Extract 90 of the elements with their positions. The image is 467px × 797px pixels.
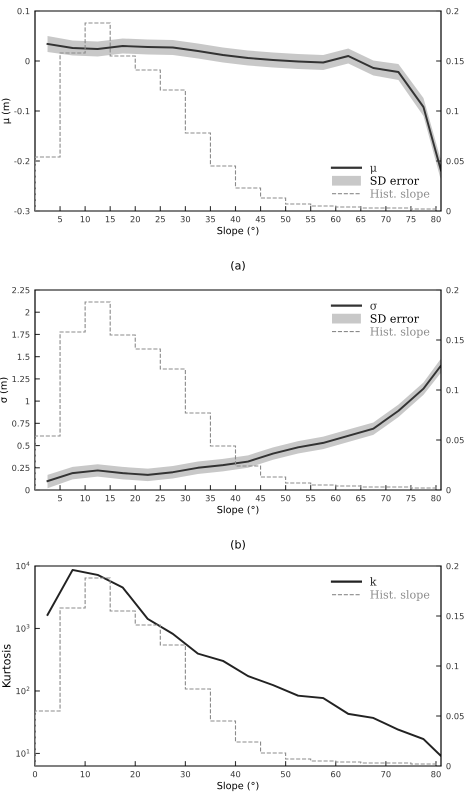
x-tick-label: 10 [80, 495, 90, 502]
y-tick-label: 1.75 [12, 332, 30, 338]
x-tick-label: 10 [80, 216, 90, 222]
y2-tick-label: 0 [446, 208, 451, 214]
x-axis-title: Slope (°) [217, 782, 258, 792]
x-tick-label: 30 [180, 495, 190, 502]
y2-tick-label: 0.2 [446, 8, 458, 14]
x-tick-label: 5 [58, 495, 62, 502]
x-tick-label: 60 [331, 216, 340, 222]
text: (a) [231, 261, 245, 271]
x-tick-label: 70 [381, 771, 391, 778]
y2-tick-label: 0.2 [446, 286, 458, 294]
y2-tick-label: 0.15 [446, 336, 464, 344]
y2-tick-label: 0.2 [446, 562, 458, 570]
y-tick-label: 0 [25, 58, 30, 64]
x-tick-label: 10 [80, 771, 90, 778]
y2-tick-label: 0 [446, 762, 451, 770]
legend-label: Hist. slope [370, 590, 430, 601]
x-tick-label: 80 [431, 216, 441, 222]
y-tick-label: 0.5 [17, 442, 30, 449]
y2-tick-label: 0.1 [446, 108, 458, 114]
x-tick-label: 75 [406, 495, 416, 502]
y-tick-label: -0.2 [14, 158, 30, 164]
text: σ [370, 304, 378, 310]
y-tick-label: 1 [26, 398, 30, 404]
x-tick-label: 20 [130, 771, 140, 778]
x-tick-label: 70 [381, 216, 391, 222]
x-tick-label: 50 [280, 495, 290, 502]
x-tick-label: 60 [331, 771, 340, 778]
y-tick-label: 10$^{4}$ [16, 562, 30, 570]
x-axis-title: Slope (°) [217, 506, 258, 516]
x-tick-label: 35 [206, 216, 216, 222]
x-tick-label: 50 [280, 771, 290, 778]
x-tick-label: 75 [406, 216, 416, 222]
legend-label: Hist. slope [370, 189, 430, 200]
x-tick-label: 5 [58, 216, 62, 222]
x-tick-label: 30 [180, 216, 190, 222]
x-tick-label: 40 [230, 216, 240, 222]
legend-label: Hist. slope [370, 327, 430, 338]
y2-tick-label: 0.05 [446, 158, 464, 164]
y-tick-label: 10$^{2}$ [16, 686, 30, 694]
x-tick-label: 15 [106, 216, 115, 222]
x-tick-label: 80 [431, 495, 441, 502]
x-tick-label: 80 [431, 771, 441, 778]
x-axis-title: Slope (°) [217, 226, 258, 236]
x-tick-label: 65 [356, 216, 366, 222]
x-tick-label: 40 [230, 771, 240, 778]
y-tick-label: 10$^{3}$ [16, 624, 30, 632]
y-tick-label: 1.25 [12, 376, 30, 382]
x-tick-label: 20 [130, 216, 140, 222]
x-tick-label: 0 [32, 771, 38, 778]
x-tick-label: 45 [256, 216, 266, 222]
x-tick-label: 70 [381, 495, 391, 502]
x-tick-label: 60 [331, 495, 340, 502]
x-tick-label: 45 [256, 495, 266, 502]
x-tick-label: 65 [356, 495, 366, 502]
y-tick-label: 1.5 [18, 354, 30, 360]
y2-tick-label: 0.15 [446, 58, 464, 64]
y-axis-title: μ (m) [2, 98, 12, 124]
legend-label: k [370, 577, 377, 586]
text: (b) [231, 540, 245, 550]
y-tick-label: 0.1 [17, 8, 30, 14]
y-tick-label: -0.1 [14, 108, 30, 114]
y-tick-label: 2.25 [12, 286, 30, 294]
x-tick-label: 50 [280, 216, 290, 222]
y2-tick-label: 0.05 [446, 712, 464, 720]
y2-tick-label: 0.1 [446, 662, 458, 670]
y2-tick-label: 0.1 [446, 386, 458, 394]
y2-tick-label: 0.15 [446, 612, 464, 620]
x-tick-label: 55 [306, 216, 316, 222]
annotation: SD error [370, 314, 420, 323]
x-tick-label: 35 [206, 495, 216, 502]
y-tick-label: 0.25 [12, 464, 30, 472]
y-tick-label: 0 [25, 486, 30, 494]
x-tick-label: 30 [180, 771, 190, 778]
y-axis-title: Kurtosis [2, 644, 11, 687]
legend-label: μ [370, 166, 377, 174]
x-tick-label: 40 [230, 495, 240, 502]
x-tick-label: 20 [130, 495, 140, 502]
y2-tick-label: 0.05 [446, 436, 464, 444]
y-tick-label: -0.3 [14, 208, 30, 214]
x-tick-label: 25 [156, 495, 165, 502]
y-tick-label: 10$^{1}$ [16, 749, 30, 757]
annotation: SD error [370, 176, 420, 185]
x-tick-label: 15 [106, 495, 115, 502]
x-tick-label: 25 [156, 216, 165, 222]
x-tick-label: 55 [306, 495, 316, 502]
y-tick-label: 0.75 [12, 420, 30, 427]
y-tick-label: 2 [25, 309, 30, 316]
y2-tick-label: 0 [446, 486, 451, 494]
